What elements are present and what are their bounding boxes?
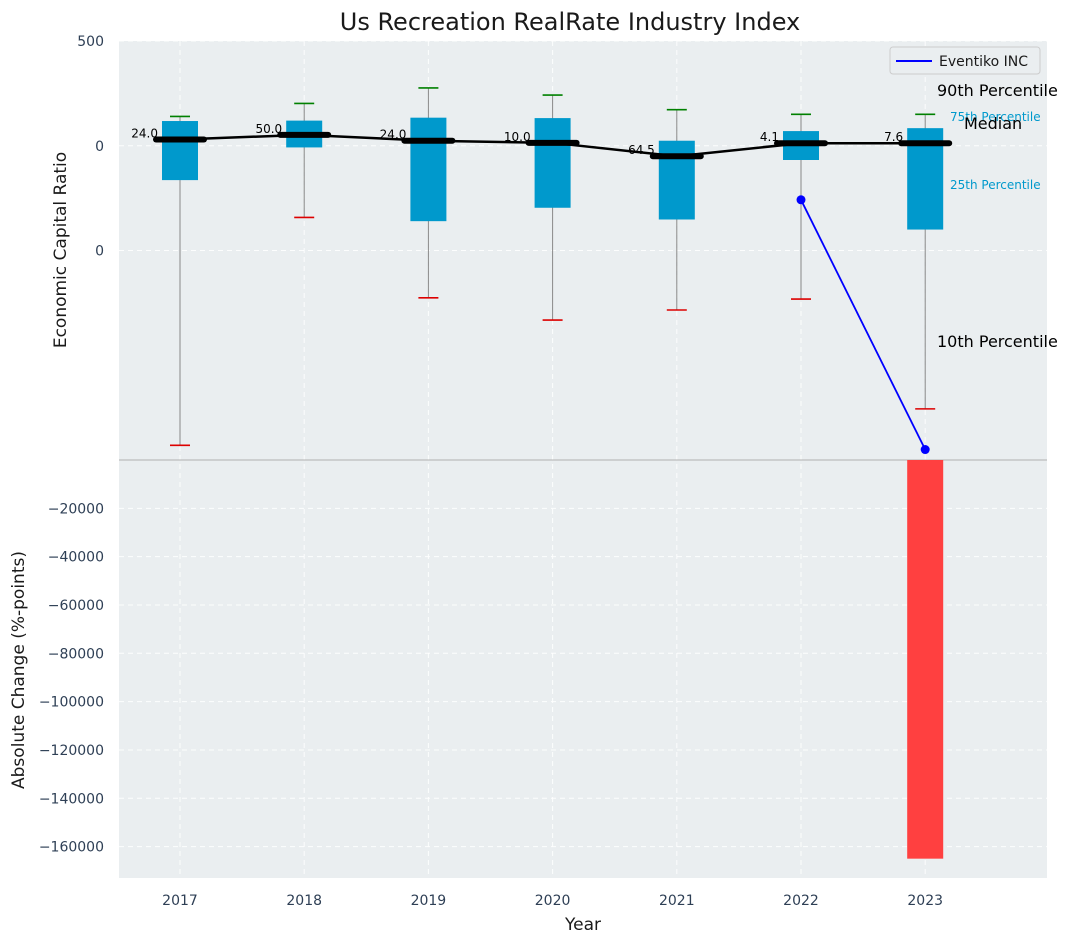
y-tick-labels: 500 0 0 −20000 −40000 −60000 −80000 −100000 −120… [39, 34, 104, 856]
percentile-annotations: 90th Percentile 75th Percentile Median 2… [937, 81, 1058, 351]
annotation-median: Median [964, 114, 1022, 133]
x-axis-title: Year [564, 915, 601, 935]
bar-2023 [907, 460, 944, 859]
x-tick-2017: 2017 [162, 893, 198, 909]
series-line-eventiko [800, 199, 927, 450]
y-tick-bottom: −60000 [48, 598, 104, 614]
y-tick-top: 0 [95, 244, 104, 260]
box-iqr [658, 140, 695, 220]
series-point-2022 [796, 195, 806, 205]
y-tick-bottom: −20000 [48, 501, 104, 517]
box-iqr [410, 117, 447, 222]
median-value-label: 7.6 [884, 130, 903, 144]
x-tick-2022: 2022 [783, 893, 819, 909]
x-tick-labels: 2017 2018 2019 2020 2021 2022 2023 [162, 893, 943, 909]
x-tick-2019: 2019 [411, 893, 447, 909]
annotation-25th: 25th Percentile [950, 178, 1041, 192]
company-series [796, 195, 930, 455]
median-value-label: 4.1 [760, 130, 779, 144]
x-tick-2021: 2021 [659, 893, 695, 909]
box-2017: 24.0 [131, 115, 207, 447]
box-iqr [162, 121, 198, 181]
median-value-label: 50.0 [255, 122, 282, 136]
x-tick-2018: 2018 [286, 893, 322, 909]
legend-box [889, 46, 1041, 75]
legend-label: Eventiko INC [939, 54, 1028, 70]
median-trend-line [179, 133, 926, 158]
y-axis-title-top: Economic Capital Ratio [51, 152, 71, 348]
y-tick-bottom: −80000 [48, 646, 104, 662]
median-value-label: 10.0 [504, 130, 531, 144]
legend: Eventiko INC [889, 46, 1041, 75]
x-tick-2023: 2023 [907, 893, 943, 909]
bar-series [907, 460, 944, 859]
median-trend [179, 133, 926, 158]
x-tick-2020: 2020 [535, 893, 571, 909]
y-tick-top: 0 [95, 139, 104, 155]
annotation-10th: 10th Percentile [937, 332, 1058, 351]
y-tick-bottom: −100000 [39, 695, 104, 711]
y-tick-bottom: −140000 [39, 791, 104, 807]
chart-title: Us Recreation RealRate Industry Index [340, 8, 801, 36]
y-axis-title-bottom: Absolute Change (%-points) [9, 551, 29, 789]
box-iqr [534, 118, 571, 208]
y-tick-bottom: −160000 [39, 840, 104, 856]
annotation-75th: 75th Percentile [950, 110, 1041, 124]
annotation-90th: 90th Percentile [937, 81, 1058, 100]
series-point-2023 [920, 445, 930, 455]
median-value-label: 24.0 [131, 126, 158, 140]
y-tick-bottom: −40000 [48, 550, 104, 566]
y-tick-bottom: −120000 [39, 743, 104, 759]
y-tick-top: 500 [77, 34, 104, 50]
box-2023: 7.6 [884, 113, 953, 410]
